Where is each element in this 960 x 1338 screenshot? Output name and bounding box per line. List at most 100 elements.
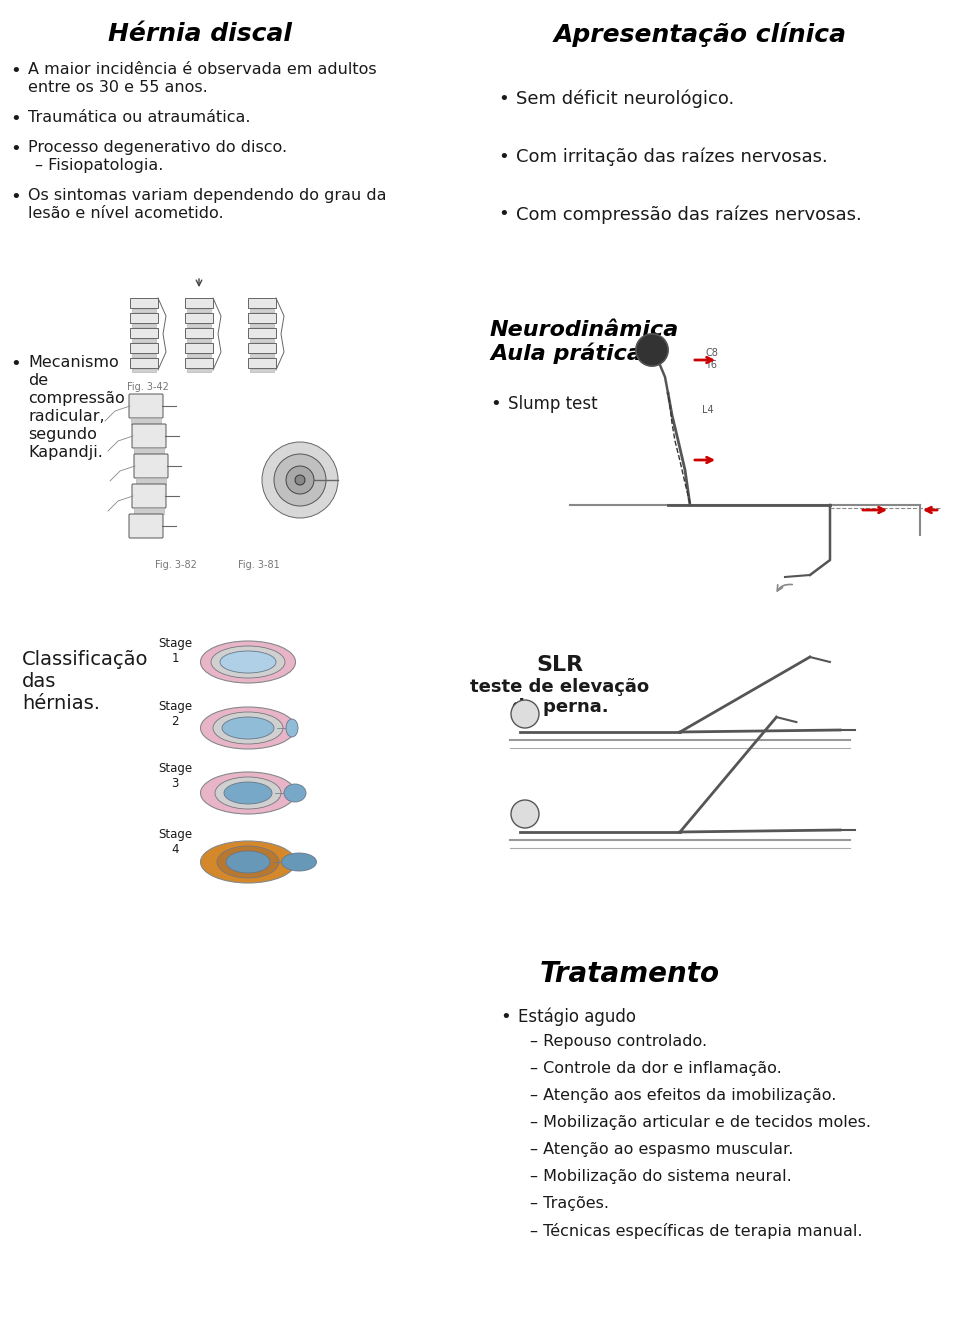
Text: – Atenção aos efeitos da imobilização.: – Atenção aos efeitos da imobilização.: [530, 1088, 836, 1103]
Ellipse shape: [201, 706, 296, 749]
Bar: [250, 369, 274, 372]
Bar: [248, 328, 276, 339]
Bar: [248, 343, 276, 353]
Text: •: •: [498, 90, 509, 108]
Text: – Atenção ao espasmo muscular.: – Atenção ao espasmo muscular.: [530, 1143, 793, 1157]
Bar: [185, 328, 213, 339]
Text: Stage
4: Stage 4: [158, 828, 192, 856]
Text: – Técnicas específicas de terapia manual.: – Técnicas específicas de terapia manual…: [530, 1223, 862, 1239]
Text: Classificação: Classificação: [22, 650, 149, 669]
Ellipse shape: [215, 777, 281, 809]
Ellipse shape: [222, 717, 274, 739]
Bar: [132, 339, 156, 343]
Text: Stage
2: Stage 2: [158, 700, 192, 728]
Ellipse shape: [226, 851, 270, 872]
Circle shape: [286, 466, 314, 494]
Ellipse shape: [224, 781, 272, 804]
Text: Os sintomas variam dependendo do grau da: Os sintomas variam dependendo do grau da: [28, 189, 387, 203]
Text: lesão e nível acometido.: lesão e nível acometido.: [28, 206, 224, 221]
Bar: [136, 478, 166, 484]
Circle shape: [511, 800, 539, 828]
Text: compressão: compressão: [28, 391, 125, 405]
Text: •: •: [498, 205, 509, 223]
Circle shape: [636, 334, 668, 367]
Bar: [187, 309, 211, 312]
Bar: [250, 309, 274, 312]
Bar: [131, 417, 161, 424]
Bar: [130, 313, 158, 322]
Ellipse shape: [281, 854, 317, 871]
Bar: [132, 369, 156, 372]
Text: Tratamento: Tratamento: [540, 959, 720, 987]
Text: Stage
1: Stage 1: [158, 637, 192, 665]
Bar: [187, 324, 211, 326]
Bar: [185, 298, 213, 308]
Text: hérnias.: hérnias.: [22, 694, 100, 713]
Bar: [248, 298, 276, 308]
Text: Fig. 3-82: Fig. 3-82: [155, 561, 197, 570]
Text: das: das: [22, 672, 57, 690]
FancyBboxPatch shape: [129, 514, 163, 538]
Text: Estágio agudo: Estágio agudo: [518, 1008, 636, 1026]
Text: •: •: [10, 110, 21, 128]
Bar: [132, 309, 156, 312]
Ellipse shape: [211, 646, 285, 678]
Bar: [185, 359, 213, 368]
Text: – Trações.: – Trações.: [530, 1196, 609, 1211]
Text: •: •: [10, 355, 21, 373]
FancyBboxPatch shape: [132, 484, 166, 508]
Text: C8: C8: [705, 348, 718, 359]
Text: Com irritação das raízes nervosas.: Com irritação das raízes nervosas.: [516, 149, 828, 166]
Ellipse shape: [213, 712, 283, 744]
Bar: [187, 355, 211, 357]
Ellipse shape: [201, 772, 296, 814]
Text: Stage
3: Stage 3: [158, 763, 192, 789]
Ellipse shape: [286, 719, 298, 737]
Text: Fig. 3-42: Fig. 3-42: [127, 383, 169, 392]
Text: Processo degenerativo do disco.: Processo degenerativo do disco.: [28, 140, 287, 155]
Bar: [187, 369, 211, 372]
Bar: [132, 324, 156, 326]
Text: •: •: [10, 140, 21, 158]
Bar: [185, 313, 213, 322]
FancyBboxPatch shape: [132, 424, 166, 448]
Bar: [250, 339, 274, 343]
Text: L4: L4: [702, 405, 713, 415]
Circle shape: [274, 454, 326, 506]
Text: •: •: [10, 62, 21, 80]
Text: •: •: [490, 395, 501, 413]
Ellipse shape: [220, 652, 276, 673]
Text: •: •: [498, 149, 509, 166]
Text: Apresentação clínica: Apresentação clínica: [554, 21, 847, 47]
FancyBboxPatch shape: [134, 454, 168, 478]
Text: •: •: [10, 189, 21, 206]
Text: Traumática ou atraumática.: Traumática ou atraumática.: [28, 110, 251, 124]
Text: entre os 30 e 55 anos.: entre os 30 e 55 anos.: [28, 80, 207, 95]
Bar: [130, 359, 158, 368]
Text: teste de elevação: teste de elevação: [470, 678, 650, 696]
Bar: [250, 324, 274, 326]
Text: Com compressão das raízes nervosas.: Com compressão das raízes nervosas.: [516, 205, 862, 223]
Text: – Mobilização articular e de tecidos moles.: – Mobilização articular e de tecidos mol…: [530, 1115, 871, 1131]
Text: Mecanismo: Mecanismo: [28, 355, 119, 371]
Ellipse shape: [284, 784, 306, 801]
Bar: [248, 359, 276, 368]
Text: segundo: segundo: [28, 427, 97, 442]
Ellipse shape: [201, 641, 296, 682]
Bar: [130, 298, 158, 308]
Text: •: •: [500, 1008, 511, 1026]
Ellipse shape: [201, 842, 296, 883]
Text: Aula prática: Aula prática: [490, 343, 642, 364]
Bar: [130, 328, 158, 339]
Bar: [187, 339, 211, 343]
Circle shape: [636, 334, 668, 367]
Text: Kapandji.: Kapandji.: [28, 446, 103, 460]
Text: Fig. 3-81: Fig. 3-81: [238, 561, 280, 570]
Text: A maior incidência é observada em adultos: A maior incidência é observada em adulto…: [28, 62, 376, 78]
Circle shape: [295, 475, 305, 484]
FancyBboxPatch shape: [129, 393, 163, 417]
Bar: [134, 448, 164, 454]
Bar: [134, 508, 164, 514]
Bar: [250, 355, 274, 357]
Ellipse shape: [217, 846, 279, 878]
